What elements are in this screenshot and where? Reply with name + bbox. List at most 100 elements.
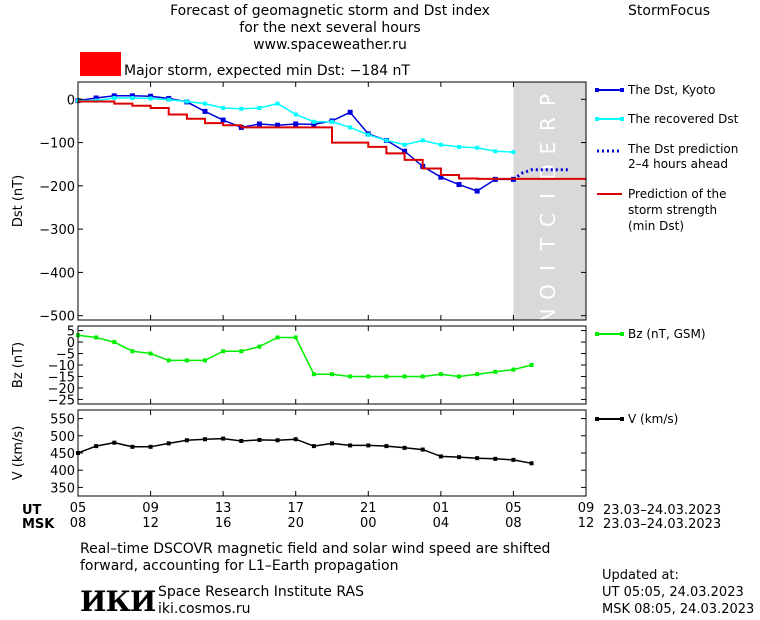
dst-recovered-point bbox=[239, 106, 244, 111]
ut-tick-label: 09 bbox=[142, 501, 159, 516]
y-axis-label: Dst (nT) bbox=[11, 175, 26, 227]
bz-point bbox=[511, 367, 516, 372]
dst-recovered-point bbox=[475, 145, 480, 150]
bz-point bbox=[130, 349, 135, 354]
y-tick-label: 550 bbox=[50, 413, 75, 428]
website-link[interactable]: www.spaceweather.ru bbox=[253, 37, 407, 53]
y-tick-label: 500 bbox=[50, 430, 75, 445]
dst-recovered-point bbox=[203, 101, 207, 106]
legend-storm-strength-2: storm strength bbox=[628, 203, 717, 217]
bz-point bbox=[275, 335, 280, 340]
bz-point bbox=[384, 374, 389, 379]
solar-wind-speed-point bbox=[420, 447, 425, 452]
brand-name: StormFocus bbox=[628, 3, 711, 19]
solar-wind-speed-point bbox=[221, 436, 226, 441]
storm-level-swatch bbox=[80, 52, 121, 76]
ut-axis-label: UT bbox=[22, 503, 42, 518]
solar-wind-speed-point bbox=[384, 444, 389, 449]
bz-point bbox=[203, 358, 207, 363]
solar-wind-speed-point bbox=[366, 443, 371, 448]
legend-solar-wind-speed: V (km/s) bbox=[628, 412, 678, 426]
ut-tick-label: 05 bbox=[70, 501, 87, 516]
bz-point bbox=[239, 349, 244, 354]
dst-recovered-point bbox=[493, 149, 498, 154]
updated-ut: UT 05:05, 24.03.2023 bbox=[602, 585, 744, 600]
y-tick-label: 0 bbox=[67, 336, 75, 351]
y-tick-label: 0 bbox=[67, 93, 75, 108]
dst-kyoto-line bbox=[77, 95, 514, 192]
dst-recovered-point bbox=[366, 132, 371, 137]
msk-tick-label: 12 bbox=[578, 516, 595, 531]
institute-site-link[interactable]: iki.cosmos.ru bbox=[158, 601, 251, 617]
bz-point bbox=[221, 349, 226, 354]
dst-recovered-point bbox=[221, 105, 226, 110]
prediction-band-letter: I bbox=[536, 193, 560, 199]
solar-wind-speed-point bbox=[311, 444, 316, 449]
dst-kyoto-point bbox=[347, 109, 353, 115]
y-axis-label: Bz (nT) bbox=[11, 342, 26, 388]
solar-wind-speed-point bbox=[529, 461, 534, 466]
footer-note-line-1: Real–time DSCOVR magnetic field and sola… bbox=[80, 541, 551, 557]
solar-wind-speed-point bbox=[493, 456, 498, 461]
solar-wind-speed-legend-marker bbox=[620, 417, 624, 421]
solar-wind-speed-point bbox=[148, 444, 153, 449]
panel-frame bbox=[77, 409, 587, 497]
ut-tick-label: 13 bbox=[215, 501, 232, 516]
ut-tick-label: 05 bbox=[505, 501, 522, 516]
ut-date-range: 23.03–24.03.2023 bbox=[603, 503, 721, 518]
y-tick-label: −5 bbox=[56, 348, 75, 363]
y-tick-label: 5 bbox=[67, 325, 75, 340]
y-tick-label: 400 bbox=[50, 464, 75, 479]
bz-point bbox=[438, 372, 443, 377]
panel-frame bbox=[77, 325, 587, 405]
bz-point bbox=[529, 363, 534, 367]
bz-point bbox=[148, 351, 153, 356]
dst-kyoto-point bbox=[402, 148, 408, 154]
dst-kyoto-point bbox=[202, 108, 208, 114]
prediction-band-letter: D bbox=[536, 164, 560, 179]
msk-tick-label: 12 bbox=[142, 516, 159, 531]
dst-recovered-point bbox=[112, 96, 117, 101]
solar-wind-speed-point bbox=[166, 441, 171, 446]
dst-recovered-point bbox=[148, 96, 153, 101]
ut-tick-label: 09 bbox=[578, 501, 595, 516]
bz-point bbox=[330, 372, 334, 377]
chart-title-line-2: for the next several hours bbox=[239, 20, 421, 36]
y-tick-label: 450 bbox=[50, 447, 75, 462]
dst-recovered-point bbox=[166, 97, 171, 102]
legend-dst-prediction-2: 2–4 hours ahead bbox=[628, 157, 728, 171]
ut-tick-label: 21 bbox=[360, 501, 377, 516]
msk-date-range: 23.03–24.03.2023 bbox=[603, 517, 721, 532]
storm-strength-line bbox=[78, 100, 586, 180]
bz-point bbox=[348, 374, 353, 379]
solar-wind-speed-point bbox=[293, 437, 298, 442]
y-tick-label: −25 bbox=[48, 393, 75, 408]
dst-prediction-line bbox=[512, 168, 568, 181]
dst-recovered-point bbox=[348, 125, 353, 130]
solar-wind-speed-point bbox=[257, 437, 262, 442]
dst-recovered-point bbox=[330, 119, 334, 124]
updated-msk: MSK 08:05, 24.03.2023 bbox=[602, 602, 755, 617]
prediction-band-letter: C bbox=[536, 213, 560, 227]
solar-wind-speed-line bbox=[77, 437, 532, 465]
solar-wind-speed-point bbox=[275, 438, 280, 443]
bz-legend-marker bbox=[620, 332, 624, 336]
solar-wind-speed-point bbox=[239, 438, 244, 443]
dst-kyoto-point bbox=[111, 93, 117, 99]
dst-kyoto-point bbox=[129, 93, 135, 99]
dst-recovered-point bbox=[257, 105, 262, 110]
solar-wind-speed-point bbox=[511, 457, 516, 462]
y-tick-label: −500 bbox=[39, 310, 75, 325]
legend-storm-strength-3: (min Dst) bbox=[628, 219, 684, 233]
prediction-band-letter: P bbox=[536, 94, 560, 106]
legend-bz: Bz (nT, GSM) bbox=[628, 327, 706, 341]
solar-wind-speed-point bbox=[348, 443, 353, 448]
msk-tick-label: 00 bbox=[360, 516, 377, 531]
msk-axis-label: MSK bbox=[22, 517, 55, 532]
bz-point bbox=[366, 374, 371, 379]
dst-kyoto-legend-marker bbox=[620, 88, 624, 92]
dst-kyoto-point bbox=[438, 174, 444, 180]
dst-kyoto-point bbox=[256, 121, 262, 127]
dst-recovered-legend-marker bbox=[620, 117, 624, 121]
